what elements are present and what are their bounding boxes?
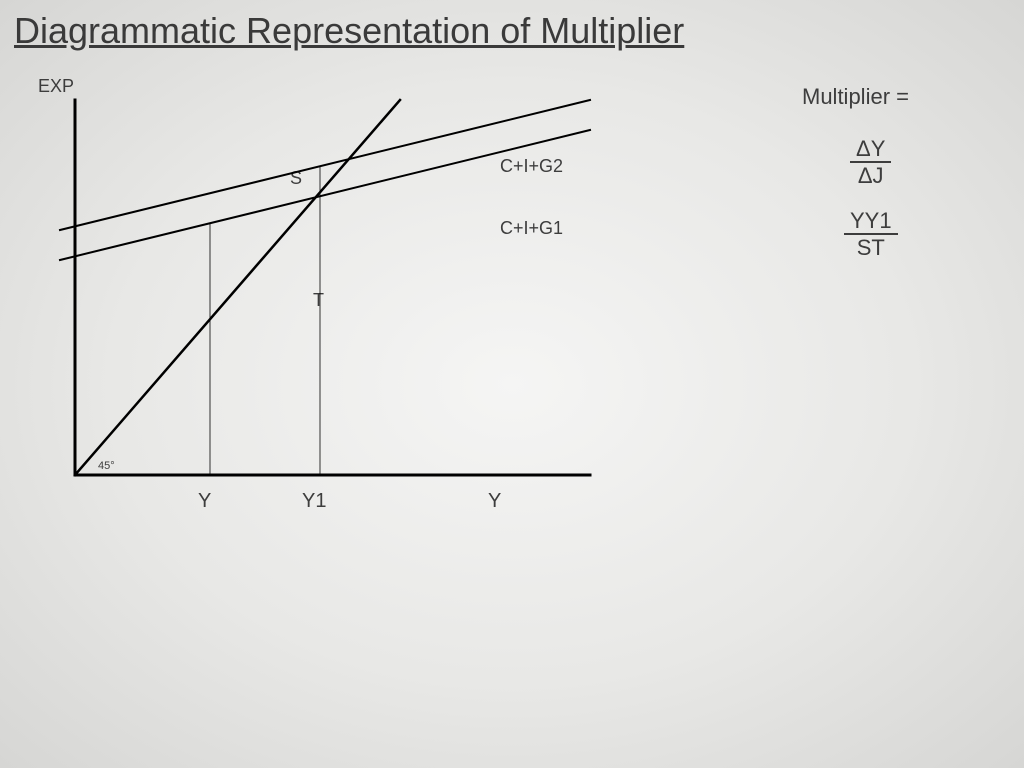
multiplier-diagram: [0, 0, 1024, 768]
